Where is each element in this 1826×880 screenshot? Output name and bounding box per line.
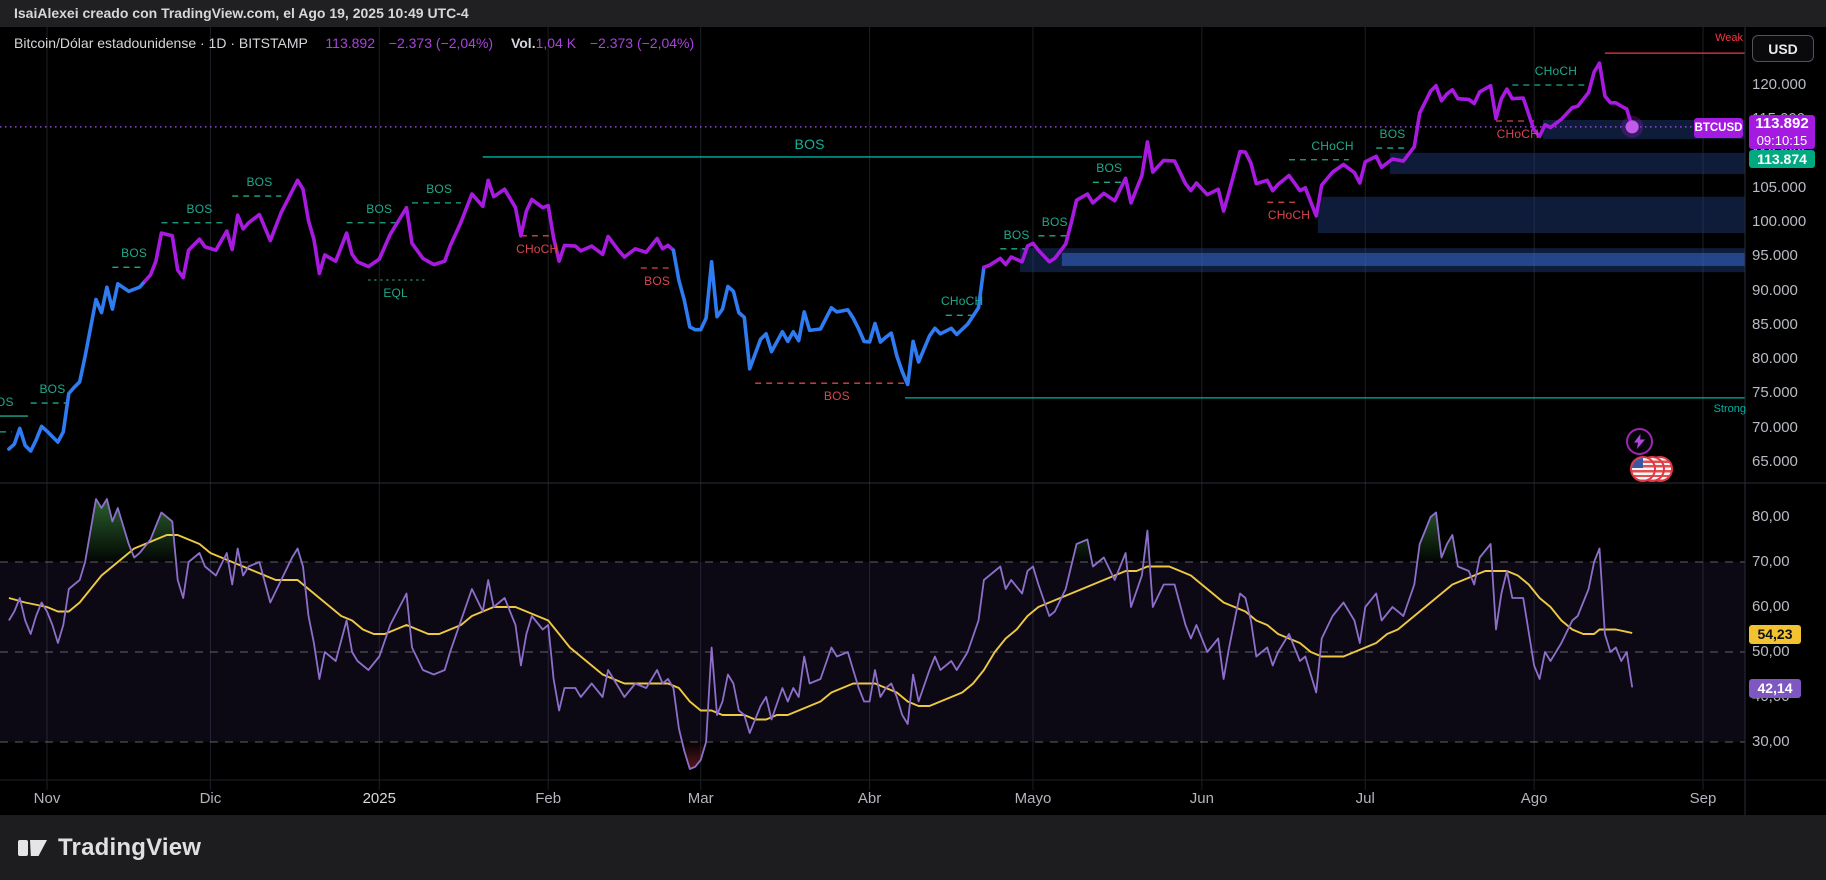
volume-change: −2.373 (−2,04%) <box>589 35 695 51</box>
price-tick-65: 65.000 <box>1752 453 1798 470</box>
time-tick-abr: Abr <box>857 790 882 807</box>
rsi-tick-30: 30,00 <box>1752 733 1790 750</box>
price-tick-95: 95.000 <box>1752 247 1798 265</box>
rsi-tick-80: 80,00 <box>1752 508 1790 525</box>
symbol-badge: BTCUSD <box>1694 118 1743 138</box>
volume-label: Vol. <box>510 35 536 51</box>
time-tick-2025: 2025 <box>362 790 396 807</box>
footer-bar: TradingView <box>0 815 1826 880</box>
time-tick-mayo: Mayo <box>1014 790 1052 807</box>
countdown-timer: 09:10:15 <box>1756 133 1808 148</box>
rsi-ma-badge: 54,23 <box>1749 625 1801 644</box>
symbol-legend: Bitcoin/Dólar estadounidense · 1D · BITS… <box>14 35 694 51</box>
last-price-badge: 113.892 09:10:15 <box>1749 115 1815 149</box>
month-gridlines <box>46 27 1704 790</box>
price-tick-105: 105.000 <box>1752 178 1807 196</box>
time-tick-mar: Mar <box>687 790 714 807</box>
price-tick-70: 70.000 <box>1752 418 1798 436</box>
price-tick-90: 90.000 <box>1752 281 1798 299</box>
time-tick-feb: Feb <box>535 790 562 807</box>
tradingview-mark-icon <box>18 839 47 856</box>
tradingview-logo[interactable]: TradingView <box>18 834 201 862</box>
price-tick-80: 80.000 <box>1752 350 1798 368</box>
indicator-price-badge: 113.874 <box>1749 150 1815 168</box>
price-tick-100: 100.000 <box>1752 213 1807 231</box>
rsi-ma-line <box>8 534 1633 721</box>
economic-events-flag-icon[interactable] <box>1630 456 1676 484</box>
us-flag-icon <box>1630 456 1656 482</box>
time-tick-jun: Jun <box>1189 790 1214 807</box>
time-tick-dic: Dic <box>199 790 222 807</box>
time-tick-jul: Jul <box>1355 790 1375 807</box>
rsi-value-badge: 42,14 <box>1749 679 1801 698</box>
events-lightning-icon[interactable] <box>1626 428 1653 455</box>
price-tick-75: 75.000 <box>1752 384 1798 402</box>
price-endpoint-dot <box>1625 120 1639 134</box>
smc-levels <box>0 52 1745 399</box>
tradingview-wordmark: TradingView <box>58 833 202 861</box>
currency-button[interactable]: USD <box>1752 35 1814 62</box>
price-change: −2.373 (−2,04%) <box>388 35 494 51</box>
price-line <box>7 61 1644 453</box>
rsi-band <box>0 561 1745 743</box>
time-tick-ago: Ago <box>1520 790 1548 807</box>
time-tick-nov: Nov <box>33 790 61 807</box>
attribution-bar: IsaiAlexei creado con TradingView.com, e… <box>0 0 1826 27</box>
last-price: 113.892 <box>325 35 375 51</box>
attribution-text: IsaiAlexei creado con TradingView.com, e… <box>14 5 469 21</box>
rsi-tick-60: 60,00 <box>1752 598 1790 615</box>
rsi-overbought-fill <box>8 499 1633 562</box>
rsi-line <box>8 498 1634 770</box>
rsi-tick-50: 50,00 <box>1752 643 1790 660</box>
symbol-title: Bitcoin/Dólar estadounidense · 1D · BITS… <box>14 35 308 51</box>
time-tick-sep: Sep <box>1689 790 1717 807</box>
lightning-bolt-icon <box>1634 434 1645 449</box>
price-tick-85: 85.000 <box>1752 315 1798 333</box>
rsi-tick-70: 70,00 <box>1752 553 1790 570</box>
last-price-value: 113.892 <box>1755 115 1809 132</box>
volume-value: 1,04 K <box>535 35 577 51</box>
price-tick-120: 120.000 <box>1752 76 1807 93</box>
